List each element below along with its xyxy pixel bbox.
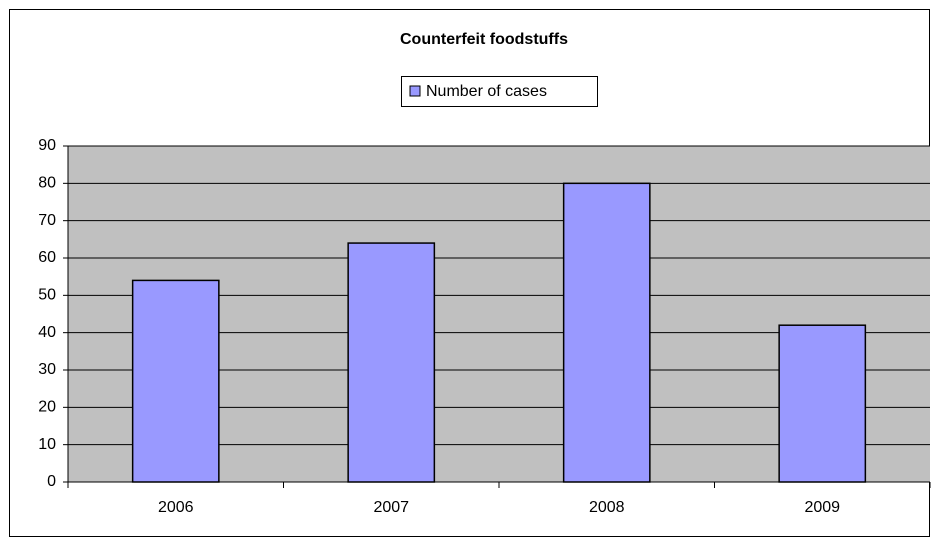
bar bbox=[131, 279, 220, 483]
y-tick-label: 10 bbox=[38, 436, 56, 453]
y-tick-label: 60 bbox=[38, 249, 56, 266]
y-tick-label: 30 bbox=[38, 361, 56, 378]
y-tick-label: 20 bbox=[38, 399, 56, 416]
bar bbox=[778, 324, 867, 483]
x-tick-label: 2007 bbox=[373, 499, 409, 516]
chart-title: Counterfeit foodstuffs bbox=[400, 31, 568, 48]
y-tick-label: 0 bbox=[47, 473, 56, 490]
legend-swatch bbox=[409, 85, 421, 97]
legend-label: Number of cases bbox=[426, 83, 547, 100]
legend-box bbox=[401, 76, 598, 107]
y-tick-label: 90 bbox=[38, 137, 56, 154]
x-tick-label: 2009 bbox=[804, 499, 840, 516]
y-tick-label: 50 bbox=[38, 287, 56, 304]
y-tick-label: 40 bbox=[38, 324, 56, 341]
bar bbox=[562, 182, 651, 483]
bar bbox=[347, 242, 436, 483]
x-tick-label: 2006 bbox=[158, 499, 194, 516]
y-tick-label: 70 bbox=[38, 212, 56, 229]
x-tick-label: 2008 bbox=[589, 499, 625, 516]
y-tick-label: 80 bbox=[38, 175, 56, 192]
